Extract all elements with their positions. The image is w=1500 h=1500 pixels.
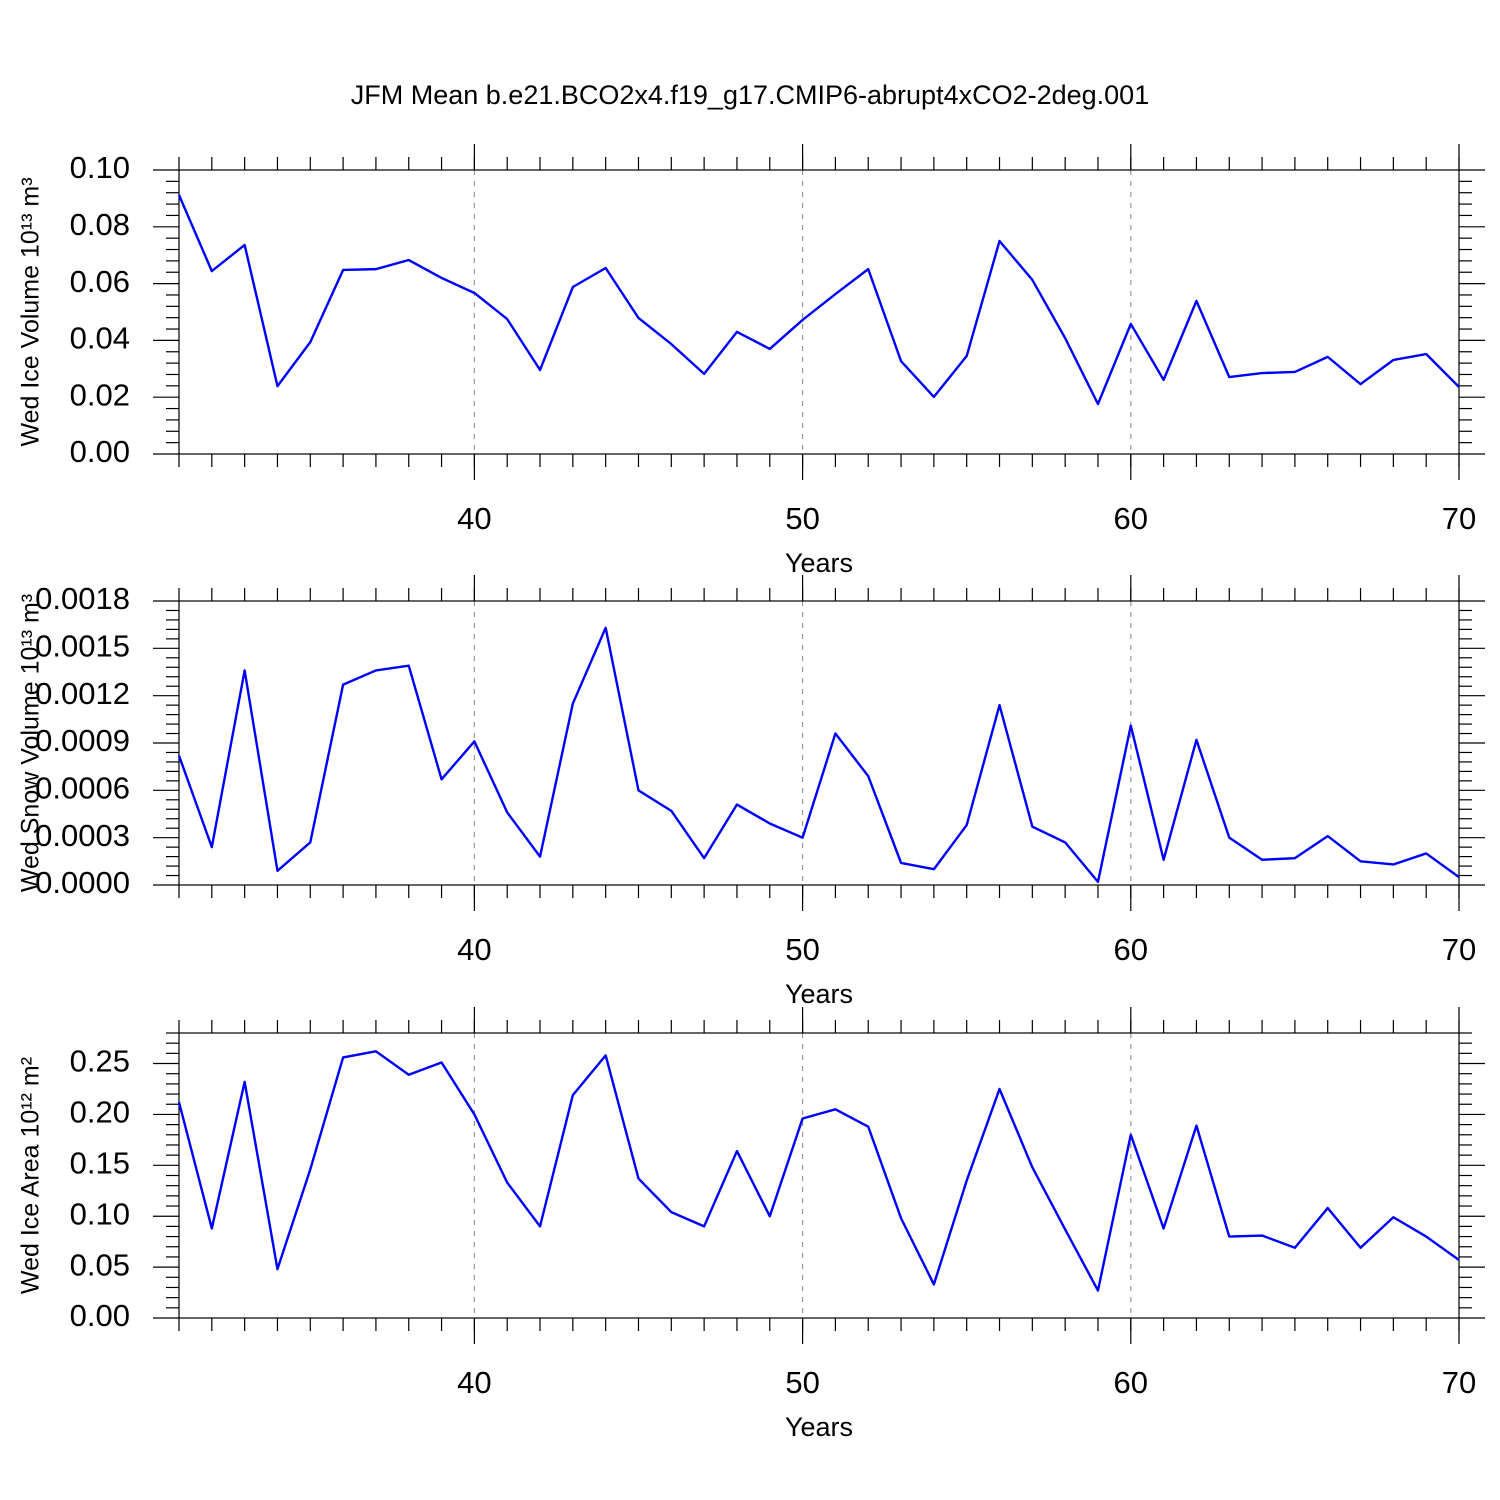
- x-tick-label: 40: [457, 1365, 491, 1400]
- y-tick-label: 0.0009: [35, 723, 130, 758]
- x-axis-label: Years: [785, 548, 853, 578]
- plot-frame: [178, 1032, 1460, 1319]
- chart-title: JFM Mean b.e21.BCO2x4.f19_g17.CMIP6-abru…: [351, 80, 1149, 110]
- y-tick-label: 0.02: [70, 377, 130, 412]
- x-tick-label: 60: [1114, 501, 1148, 536]
- x-tick-label: 70: [1442, 501, 1476, 536]
- y-tick-label: 0.0006: [35, 771, 130, 806]
- x-tick-label: 60: [1114, 1365, 1148, 1400]
- plot-frame: [178, 169, 1460, 455]
- x-axis-label: Years: [785, 979, 853, 1009]
- data-line: [177, 1050, 1460, 1292]
- data-line: [177, 626, 1460, 884]
- y-tick-label: 0.10: [70, 1196, 130, 1231]
- x-tick-label: 50: [785, 1365, 819, 1400]
- x-tick-label: 50: [785, 501, 819, 536]
- x-tick-label: 70: [1442, 1365, 1476, 1400]
- plot-frame: [178, 600, 1460, 886]
- y-tick-label: 0.20: [70, 1095, 130, 1130]
- x-tick-label: 40: [457, 932, 491, 967]
- y-tick-label: 0.04: [70, 321, 130, 356]
- x-tick-label: 50: [785, 932, 819, 967]
- x-tick-label: 60: [1114, 932, 1148, 967]
- y-tick-label: 0.0003: [35, 818, 130, 853]
- y-tick-label: 0.08: [70, 207, 130, 242]
- y-tick-label: 0.00: [70, 434, 130, 469]
- y-tick-label: 0.06: [70, 264, 130, 299]
- y-tick-label: 0.25: [70, 1044, 130, 1079]
- x-axis-label: Years: [785, 1412, 853, 1442]
- y-tick-label: 0.15: [70, 1146, 130, 1181]
- y-tick-label: 0.0018: [35, 581, 130, 616]
- y-tick-label: 0.00: [70, 1298, 130, 1333]
- y-tick-label: 0.0000: [35, 865, 130, 900]
- x-tick-label: 70: [1442, 932, 1476, 967]
- y-axis-label: Wed Snow Volume 10¹³ m³: [17, 594, 45, 892]
- y-axis-label: Wed Ice Volume 10¹³ m³: [17, 177, 45, 446]
- y-tick-label: 0.10: [70, 150, 130, 185]
- data-line: [177, 194, 1460, 406]
- y-tick-label: 0.0015: [35, 629, 130, 664]
- y-tick-label: 0.05: [70, 1247, 130, 1282]
- y-tick-label: 0.0012: [35, 676, 130, 711]
- y-axis-label: Wed Ice Area 10¹² m²: [17, 1057, 45, 1294]
- x-tick-label: 40: [457, 501, 491, 536]
